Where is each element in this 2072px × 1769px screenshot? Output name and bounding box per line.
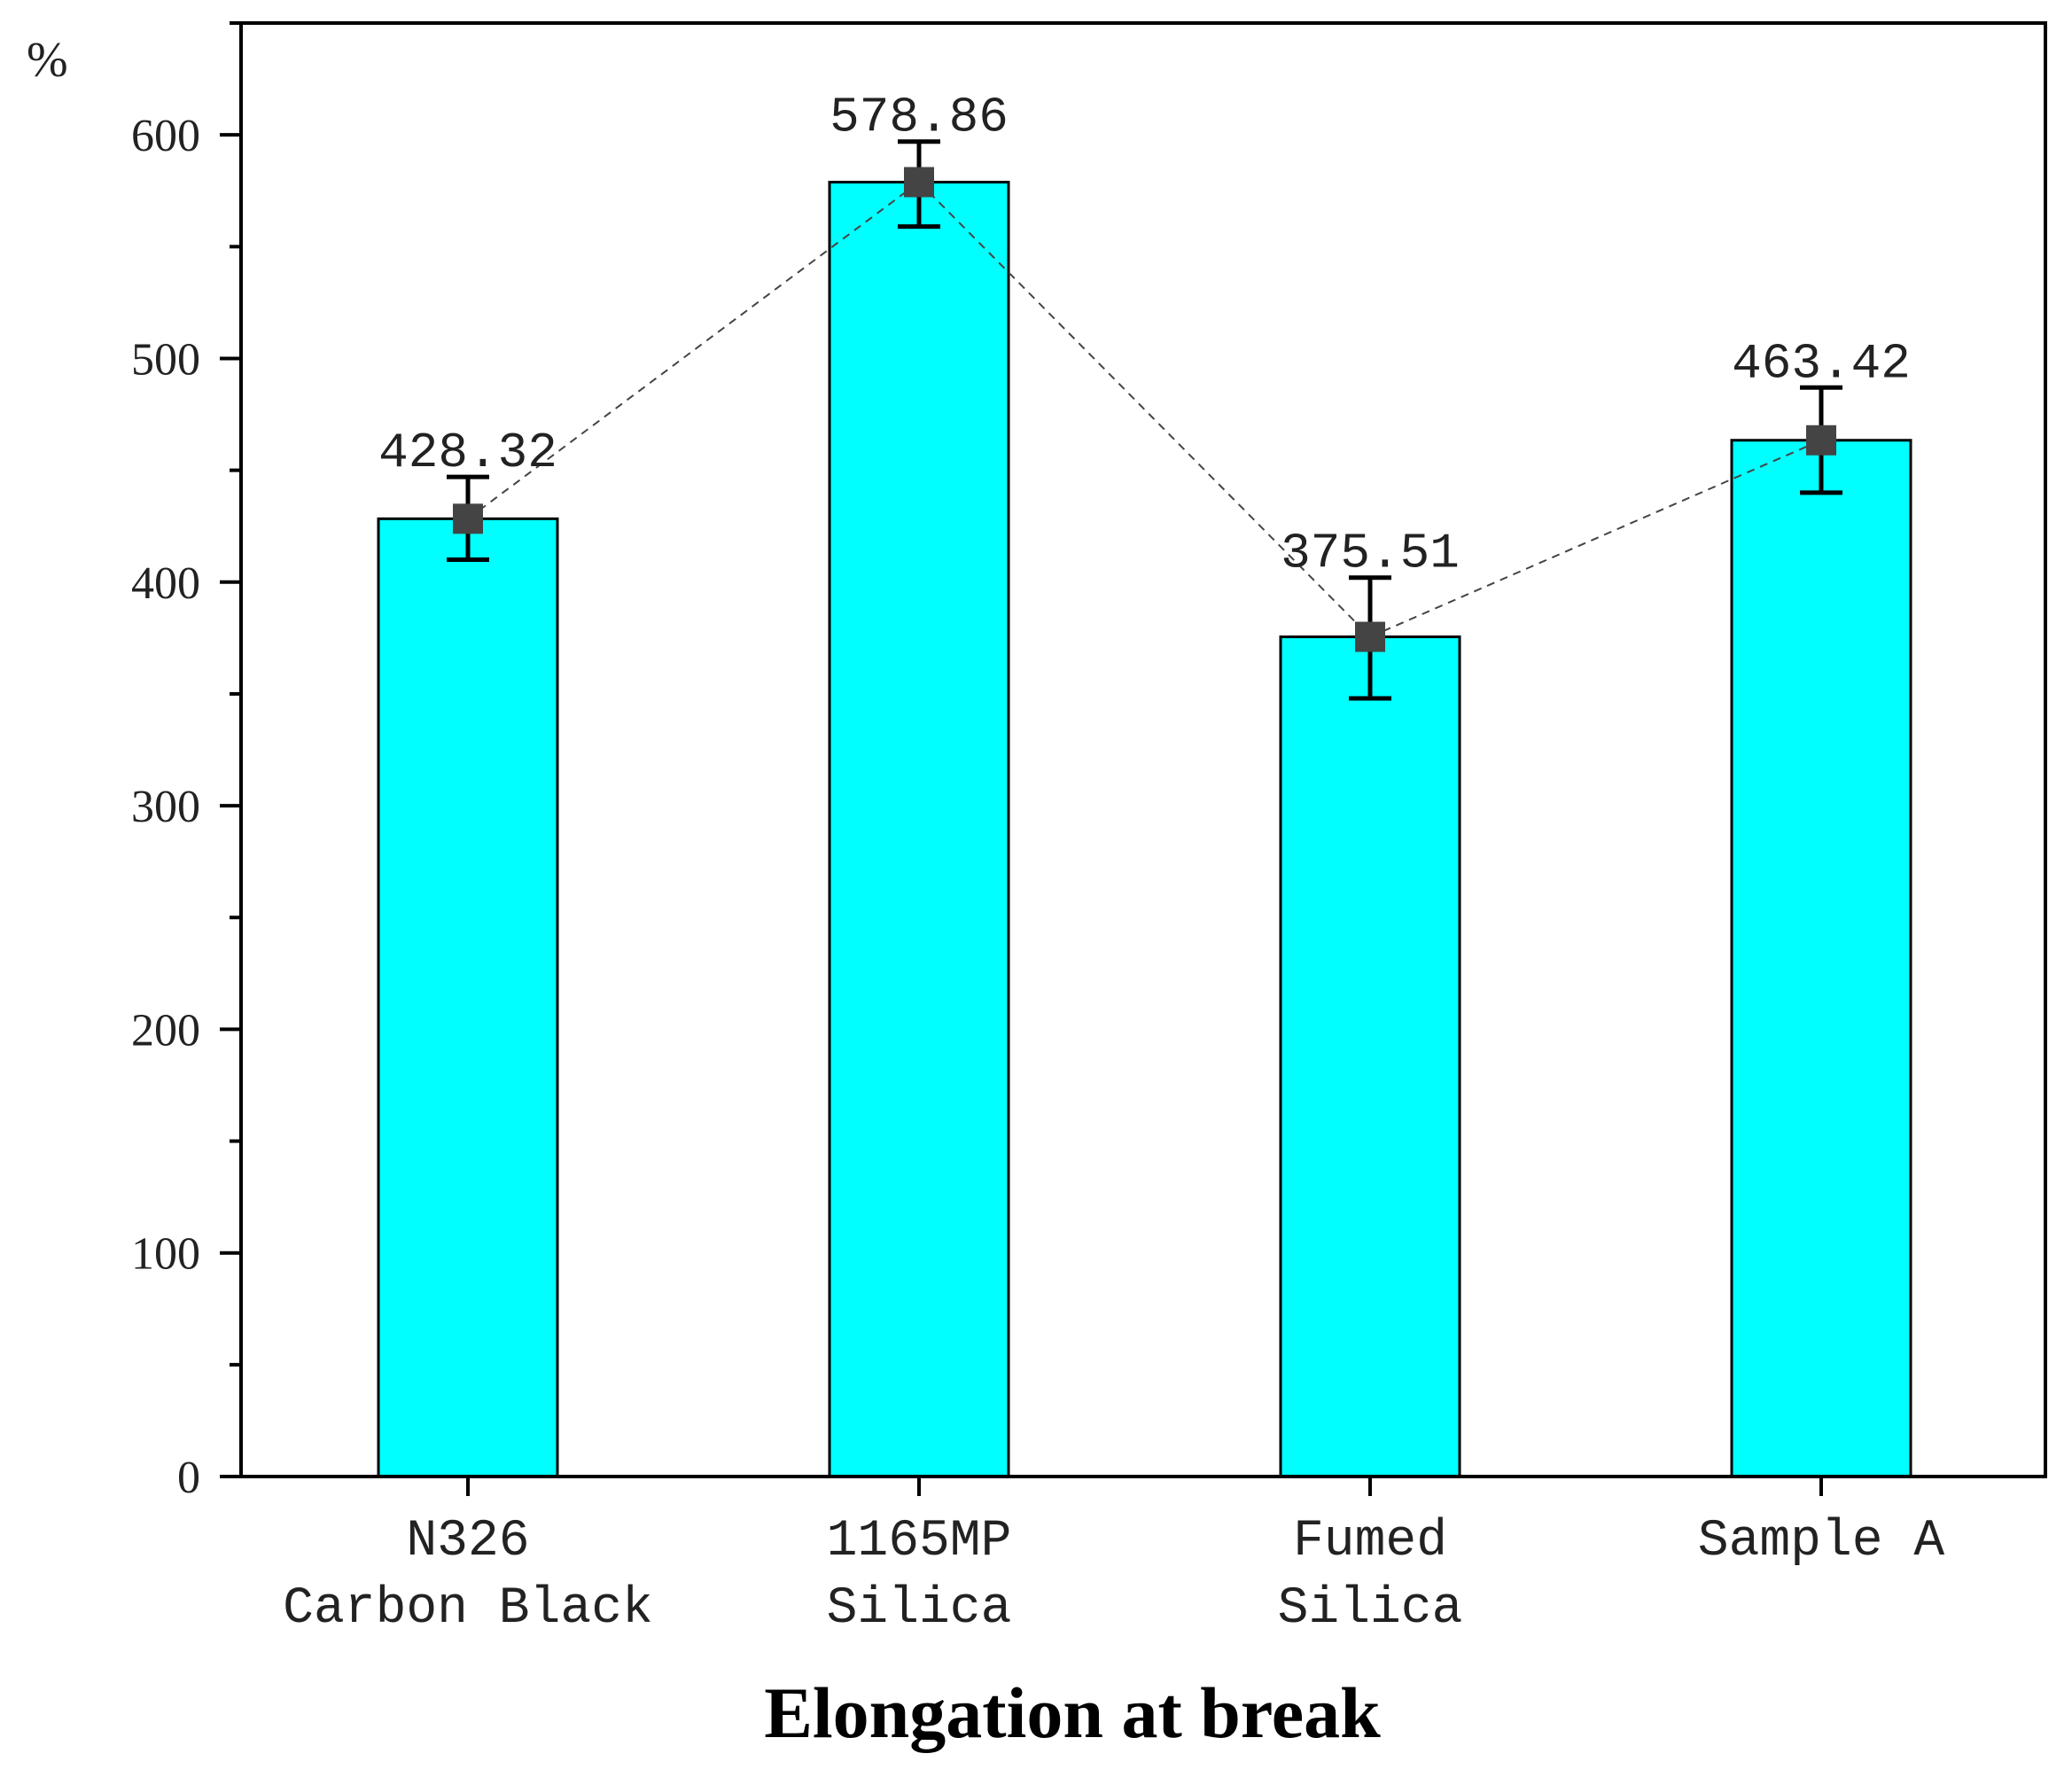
y-tick-label: 300	[131, 782, 200, 832]
bars-layer	[377, 180, 1912, 1478]
marker-1	[453, 503, 483, 534]
bar-3	[1279, 635, 1461, 1478]
bar-4	[1730, 439, 1912, 1478]
bar-2	[828, 180, 1010, 1478]
x-axis-title: Elongation at break	[764, 1672, 1381, 1753]
bar-1	[377, 517, 559, 1478]
y-tick-label: 400	[131, 558, 200, 609]
category-label-2: Silica	[827, 1580, 1012, 1638]
category-label-3: Fumed	[1293, 1513, 1447, 1570]
y-tick-label: 600	[131, 111, 200, 161]
value-label-1: 428.32	[378, 425, 557, 481]
plot-frame	[239, 21, 2047, 1478]
value-label-2: 578.86	[830, 90, 1009, 146]
labels-layer: 0 100 200 300 400 500 600% 428.32 578.86 375.51 46…	[27, 33, 1944, 1753]
value-label-4: 463.42	[1732, 335, 1911, 392]
marker-3	[1355, 621, 1385, 652]
category-label-4: Sample A	[1698, 1513, 1945, 1570]
y-axis-unit-label: %	[27, 33, 68, 88]
category-label-3: Silica	[1278, 1580, 1463, 1638]
marker-2	[904, 167, 934, 198]
value-label-3: 375.51	[1281, 526, 1460, 582]
y-tick-label: 200	[131, 1005, 200, 1056]
category-label-1: N326	[406, 1513, 529, 1570]
y-tick-label: 100	[131, 1229, 200, 1280]
connector-segment-2	[918, 181, 1371, 638]
connector-segment-3	[1369, 439, 1822, 638]
marker-4	[1806, 425, 1836, 456]
category-label-2: 1165MP	[827, 1513, 1012, 1570]
category-label-1: Carbon Black	[283, 1580, 653, 1638]
connector-segment-1	[467, 181, 920, 520]
error-bars-layer	[447, 139, 1842, 701]
axes-layer	[220, 21, 2047, 1496]
y-tick-label: 0	[177, 1453, 200, 1503]
connector-line-layer	[467, 181, 1822, 638]
y-tick-label: 500	[131, 334, 200, 385]
